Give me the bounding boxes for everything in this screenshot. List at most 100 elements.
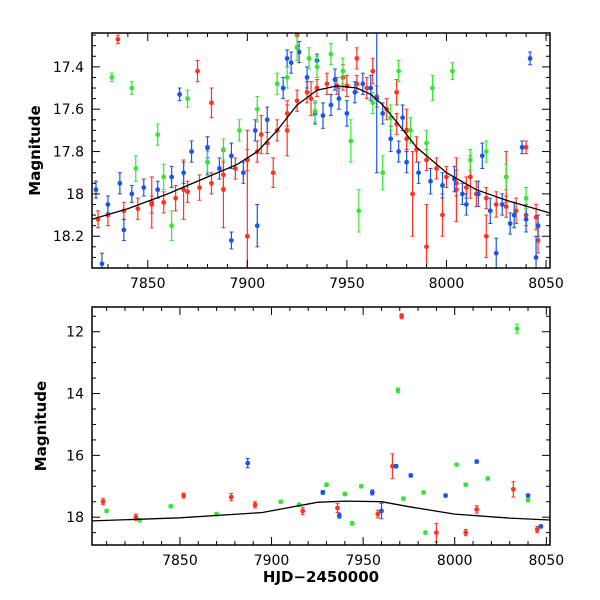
data-point-red	[244, 129, 250, 268]
data-point-red	[197, 174, 202, 201]
data-point-green	[421, 490, 426, 495]
data-point-blue	[189, 140, 194, 163]
data-point-blue	[280, 76, 286, 100]
y-tick-label: 17.4	[53, 60, 84, 76]
data-point-blue	[288, 51, 294, 74]
data-point-green	[278, 499, 284, 505]
data-point-green	[454, 462, 459, 468]
x-tick-label: 8000	[437, 553, 473, 569]
data-point-red	[95, 210, 101, 229]
data-point-red	[463, 529, 469, 537]
data-point-red	[434, 157, 439, 180]
y-tick-label: 14	[66, 387, 84, 403]
data-point-green	[396, 60, 402, 83]
data-point-red	[173, 184, 179, 212]
data-point-green	[254, 96, 260, 123]
data-point-red	[375, 509, 381, 519]
data-point-blue	[511, 201, 517, 229]
data-point-blue	[169, 165, 175, 189]
x-tick-label: 7950	[329, 276, 365, 292]
top-panel: 7850 7900 7950 8000 8050 17.4 17.6 17.8 18 18.2 M…	[26, 32, 564, 292]
data-point-blue	[493, 237, 499, 268]
data-point-green	[306, 47, 312, 70]
data-point-red	[284, 104, 290, 157]
data-point-red	[324, 72, 330, 95]
data-point-blue	[121, 218, 127, 241]
data-point-green	[185, 89, 190, 108]
data-point-blue	[519, 140, 525, 155]
data-point-blue	[525, 493, 531, 498]
data-point-green	[294, 34, 300, 62]
data-point-blue	[416, 161, 421, 184]
bottom-x-axis-title: HJD−2450000	[263, 568, 379, 586]
data-point-red	[410, 151, 415, 237]
data-point-green	[129, 81, 135, 95]
data-point-blue	[141, 178, 147, 197]
y-tick-label: 16	[66, 448, 84, 464]
data-point-green	[324, 482, 329, 488]
x-tick-label: 7900	[254, 553, 290, 569]
data-point-red	[221, 151, 226, 229]
data-point-green	[485, 476, 491, 481]
data-point-red	[394, 79, 400, 106]
data-point-blue	[93, 180, 99, 199]
data-point-blue	[296, 40, 302, 64]
data-point-blue	[533, 235, 539, 268]
data-point-red	[185, 180, 190, 203]
y-tick-label: 18.2	[53, 229, 84, 245]
data-point-blue	[228, 231, 234, 250]
data-point-green	[401, 496, 406, 502]
data-point-blue	[245, 457, 251, 469]
data-point-blue	[155, 180, 161, 199]
data-point-red	[135, 197, 141, 220]
data-point-blue	[129, 184, 135, 203]
data-point-red	[228, 492, 234, 502]
data-point-blue	[523, 206, 529, 233]
data-point-red	[115, 34, 121, 45]
data-point-green	[356, 189, 362, 233]
top-y-axis-title: Magnitude	[26, 105, 44, 195]
data-point-red	[232, 157, 238, 180]
data-point-blue	[443, 493, 448, 498]
bottom-y-axis-title: Magnitude	[32, 381, 50, 471]
data-point-blue	[99, 252, 105, 268]
data-point-red	[149, 176, 155, 229]
data-point-blue	[264, 106, 270, 134]
data-point-green	[169, 210, 175, 241]
data-point-blue	[344, 100, 350, 127]
data-point-red	[252, 501, 258, 509]
data-point-blue	[479, 142, 485, 169]
data-point-green	[340, 57, 346, 85]
data-point-green	[380, 155, 386, 191]
data-point-green	[450, 62, 455, 81]
top-data-series	[93, 33, 541, 268]
data-point-blue	[328, 93, 334, 117]
data-point-green	[133, 155, 139, 182]
data-point-red	[335, 502, 340, 514]
data-point-green	[168, 503, 174, 509]
data-point-red	[434, 522, 439, 543]
bottom-data-series	[100, 313, 544, 543]
data-point-green	[523, 187, 529, 210]
data-point-blue	[452, 165, 457, 193]
data-point-red	[390, 453, 395, 480]
data-point-blue	[393, 463, 399, 469]
y-tick-label: 18	[66, 187, 84, 203]
data-point-green	[104, 508, 110, 514]
data-point-blue	[284, 49, 290, 68]
data-point-blue	[499, 193, 505, 216]
data-point-green	[424, 129, 429, 157]
data-point-red	[523, 140, 529, 155]
data-point-blue	[240, 161, 246, 184]
data-point-blue	[254, 203, 260, 248]
data-point-red	[100, 498, 106, 506]
data-point-green	[328, 43, 334, 66]
x-tick-label: 8050	[528, 276, 564, 292]
x-tick-label: 7950	[345, 553, 381, 569]
data-point-blue	[304, 66, 310, 89]
x-tick-label: 8050	[529, 553, 565, 569]
data-point-green	[467, 148, 473, 172]
data-point-green	[349, 520, 355, 526]
data-point-blue	[320, 102, 326, 129]
